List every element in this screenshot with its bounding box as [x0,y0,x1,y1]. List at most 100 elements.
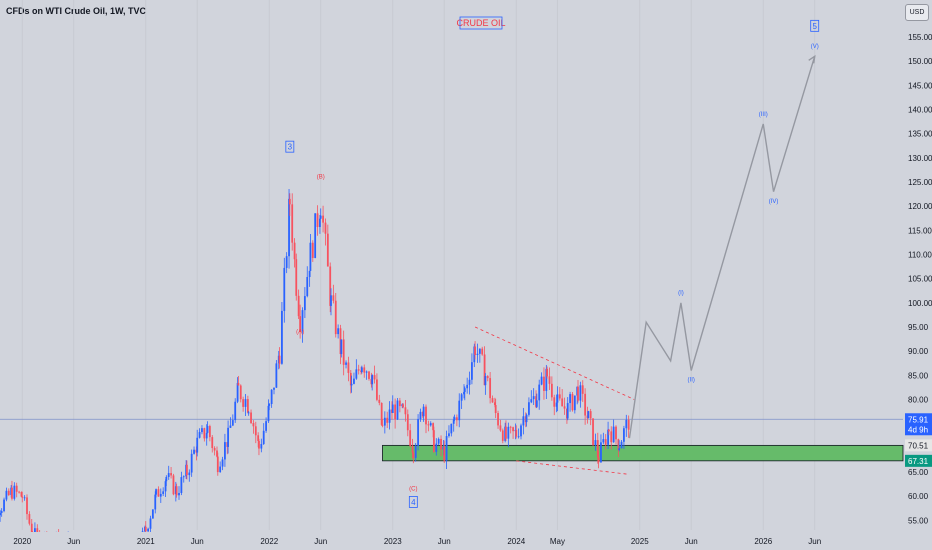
candle-body [18,491,20,493]
candle-body [291,204,294,243]
candle-body [326,233,329,267]
candle-body [205,432,208,439]
price-axis: 55.0060.0065.0070.0075.0080.0085.0090.00… [905,33,932,525]
candle-body [347,362,350,373]
candle-body [412,452,415,458]
candle-body [308,270,311,278]
wave-label-box [285,140,295,153]
candle-body [491,398,494,403]
candle-body [600,442,602,463]
candle-body [368,371,370,379]
candle-body [13,485,16,499]
candle-body [463,388,466,392]
candle-body [229,425,232,428]
wave-label-box [408,496,418,508]
candle-body [501,430,504,441]
time-axis: 2020 Jun 2021 Jun 2022 Jun 2023 Jun 2024 May 2025 J… [0,532,932,550]
price-tick-label: 105.00 [908,275,932,284]
candle-body [627,419,630,430]
candle-body [455,417,458,421]
candle-body [592,418,594,445]
price-tick-label: 155.00 [908,33,932,42]
candle-body [162,491,165,494]
candle-body [553,397,556,407]
candle-body [270,389,273,405]
wave-label: (IV) [769,199,779,205]
candle-body [273,387,275,390]
wave-label: (I) [678,291,684,297]
candle-body [353,378,355,384]
candle-body [20,492,23,497]
candle-body [227,427,229,447]
candle-body [463,391,465,395]
candle-body [316,213,319,228]
time-tick-label: 2026 [754,537,772,546]
candle-body [618,448,621,451]
price-tick-label: 100.00 [908,299,932,308]
candle-body [278,355,281,364]
candle-body [281,310,283,364]
candle-body [396,400,399,420]
candle-body [21,496,24,498]
candle-body [216,450,218,457]
candle-body [460,394,463,401]
candle-body [314,213,317,258]
candle-body [236,382,239,402]
candle-body [625,419,628,429]
candle-body [532,396,535,400]
currency-button[interactable]: USD [905,4,929,21]
candle-body [484,376,487,386]
candle-body [360,367,363,372]
candle-body [167,473,170,477]
candle-body [246,399,249,413]
candle-body [376,379,378,400]
candle-body [345,362,347,365]
candle-body [486,376,489,379]
candle-body [535,400,538,407]
candle-body [7,490,10,495]
candle-body [530,399,533,403]
wave-label: 5 [812,22,817,31]
candle-body [224,442,226,460]
time-tick-label: 2021 [137,537,155,546]
candle-body [584,393,587,416]
candle-body [427,424,430,426]
candle-body [615,426,617,440]
candle-body [474,346,476,355]
candle-body [380,402,383,425]
candle-body [550,383,553,398]
candle-body [437,438,440,444]
wave-label: (II) [688,378,695,384]
candle-body [337,328,340,335]
candle-body [548,376,551,384]
candle-body [244,399,247,407]
candle-body [198,432,201,438]
candle-body [509,426,512,428]
candle-body [363,367,366,373]
price-tick-label: 95.00 [908,323,929,332]
candle-body [196,437,199,453]
price-tick-label: 140.00 [908,106,932,115]
price-tick-label: 135.00 [908,130,932,139]
candle-body [425,406,427,425]
projection-layer [628,54,816,439]
candle-body [476,353,479,355]
candle-body [186,464,188,476]
candle-body [211,437,214,449]
candle-body [23,497,26,499]
price-tick-label: 145.00 [908,81,932,90]
candle-body [558,394,561,399]
candle-body [28,514,31,524]
candle-body [493,402,496,406]
candle-body [573,395,576,411]
candle-body [165,476,168,482]
price-label-text: 70.51 [908,441,929,450]
candle-body [365,371,368,373]
wave-label: (A) [296,329,304,335]
candle-body [242,399,245,407]
candle-body [182,476,185,478]
time-tick-label: May [550,537,565,546]
title-box-text: CRUDE OIL [456,18,505,28]
candle-body [201,428,203,433]
